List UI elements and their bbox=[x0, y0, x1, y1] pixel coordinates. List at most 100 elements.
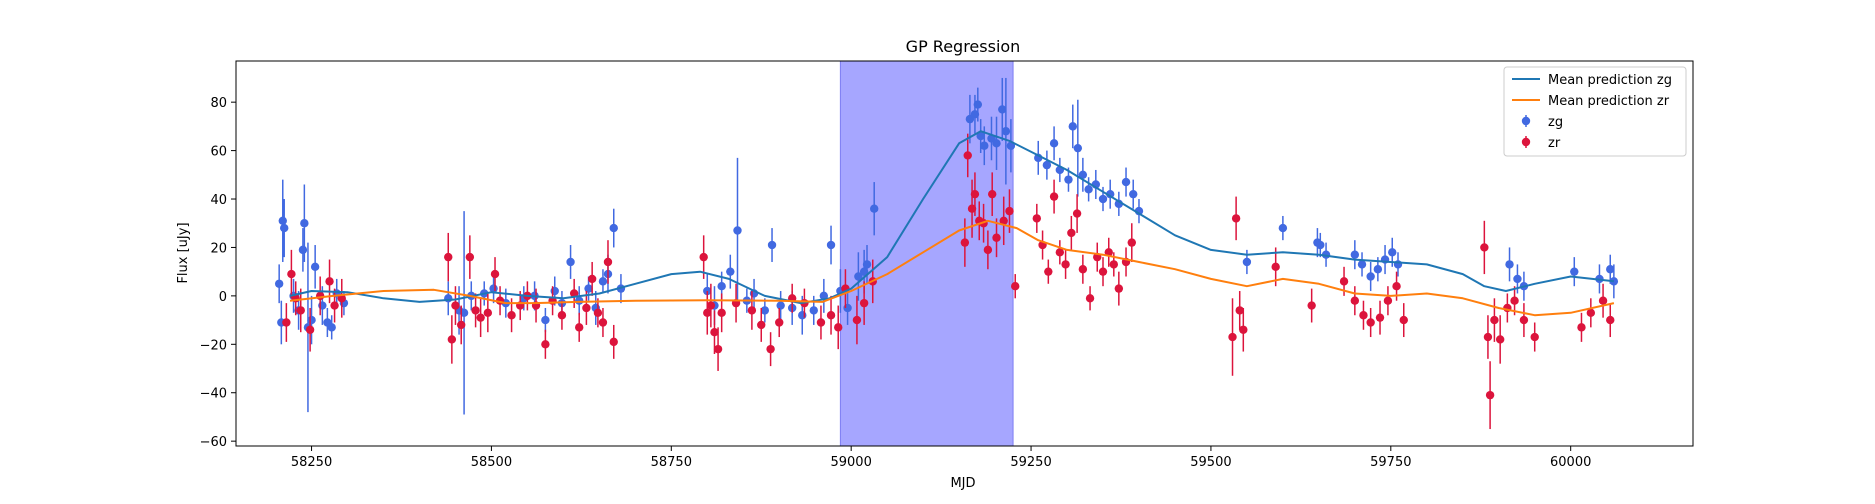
x-tick-label: 59250 bbox=[1010, 455, 1051, 470]
data-point bbox=[1121, 177, 1131, 187]
data-point bbox=[1399, 315, 1408, 325]
data-point bbox=[843, 303, 852, 313]
data-point bbox=[1235, 306, 1244, 315]
legend-label: Mean prediction zr bbox=[1548, 94, 1670, 109]
series-line bbox=[289, 219, 1615, 317]
data-point bbox=[476, 313, 485, 322]
data-point bbox=[451, 301, 460, 310]
data-point bbox=[587, 274, 597, 284]
data-point bbox=[970, 189, 980, 199]
data-point bbox=[1042, 160, 1052, 170]
y-tick-label: 80 bbox=[210, 96, 227, 111]
data-point bbox=[967, 204, 977, 213]
legend-label: zg bbox=[1548, 115, 1563, 130]
plot-area bbox=[274, 60, 1619, 447]
data-point bbox=[471, 306, 480, 315]
data-point bbox=[1109, 260, 1118, 269]
data-point bbox=[726, 267, 735, 276]
data-point bbox=[988, 189, 997, 199]
data-point bbox=[325, 277, 334, 286]
data-point bbox=[1271, 262, 1280, 272]
y-tick-label: −20 bbox=[200, 338, 227, 353]
series-zr bbox=[282, 133, 1615, 430]
data-point bbox=[1373, 265, 1383, 274]
data-point bbox=[296, 306, 305, 315]
legend-label: zr bbox=[1548, 136, 1561, 151]
data-point bbox=[816, 318, 826, 327]
data-point bbox=[706, 301, 716, 310]
data-point bbox=[1228, 332, 1237, 342]
y-tick-label: −40 bbox=[200, 387, 227, 402]
data-point bbox=[298, 245, 308, 255]
data-point bbox=[575, 323, 584, 332]
data-point bbox=[1485, 390, 1495, 400]
data-point bbox=[1005, 206, 1014, 216]
data-point bbox=[1359, 311, 1368, 320]
data-point bbox=[999, 216, 1008, 226]
data-point bbox=[976, 131, 985, 141]
data-point bbox=[717, 281, 726, 291]
data-point bbox=[1242, 257, 1252, 267]
data-point bbox=[1366, 272, 1375, 281]
data-point bbox=[1044, 267, 1053, 276]
data-point bbox=[703, 308, 712, 318]
data-point bbox=[557, 311, 567, 320]
data-point bbox=[973, 100, 983, 109]
data-point bbox=[798, 311, 807, 320]
data-point bbox=[1483, 332, 1493, 342]
data-point bbox=[541, 340, 550, 349]
data-point bbox=[1085, 294, 1095, 303]
data-point bbox=[998, 105, 1007, 114]
data-point bbox=[1231, 214, 1241, 223]
legend: Mean prediction zg Mean prediction zr zg zr bbox=[1503, 66, 1687, 157]
data-point bbox=[584, 284, 593, 293]
y-tick-label: 60 bbox=[210, 145, 227, 160]
data-point bbox=[859, 267, 869, 276]
data-point bbox=[1606, 315, 1615, 325]
data-point bbox=[1114, 284, 1124, 293]
data-point bbox=[278, 216, 287, 226]
y-tick-label: 40 bbox=[210, 193, 227, 208]
data-point bbox=[1049, 192, 1059, 201]
data-point bbox=[1129, 189, 1138, 199]
data-point bbox=[767, 240, 777, 250]
data-point bbox=[598, 277, 608, 286]
data-point bbox=[457, 320, 466, 330]
data-point bbox=[1586, 308, 1596, 318]
data-point bbox=[1606, 265, 1615, 274]
data-point bbox=[776, 301, 785, 310]
data-point bbox=[550, 286, 559, 296]
data-point bbox=[699, 252, 708, 262]
chart-title: GP Regression bbox=[906, 37, 1021, 56]
data-point bbox=[992, 139, 1001, 148]
data-point bbox=[960, 238, 970, 247]
data-point bbox=[1078, 265, 1088, 274]
data-point bbox=[859, 298, 869, 308]
data-point bbox=[992, 233, 1001, 242]
data-point bbox=[826, 240, 836, 250]
data-point bbox=[507, 311, 516, 320]
data-point bbox=[280, 223, 289, 233]
data-point bbox=[1068, 122, 1077, 131]
data-point bbox=[582, 303, 591, 313]
data-point bbox=[1072, 209, 1082, 218]
data-point bbox=[870, 204, 879, 213]
data-point bbox=[733, 226, 742, 235]
data-point bbox=[1011, 281, 1020, 291]
x-tick-label: 59000 bbox=[830, 455, 871, 470]
data-point bbox=[603, 257, 613, 267]
data-point bbox=[826, 311, 836, 320]
data-point bbox=[307, 315, 316, 325]
shaded-region bbox=[839, 60, 1014, 447]
data-point bbox=[1570, 267, 1579, 276]
data-point bbox=[1067, 228, 1076, 238]
data-point bbox=[1366, 318, 1375, 327]
data-point bbox=[1001, 127, 1011, 136]
legend-marker bbox=[1521, 116, 1531, 126]
data-point bbox=[1084, 185, 1093, 194]
x-tick-label: 58250 bbox=[291, 455, 332, 470]
data-point bbox=[775, 318, 784, 327]
data-point bbox=[1098, 267, 1108, 276]
data-point bbox=[1350, 296, 1360, 305]
